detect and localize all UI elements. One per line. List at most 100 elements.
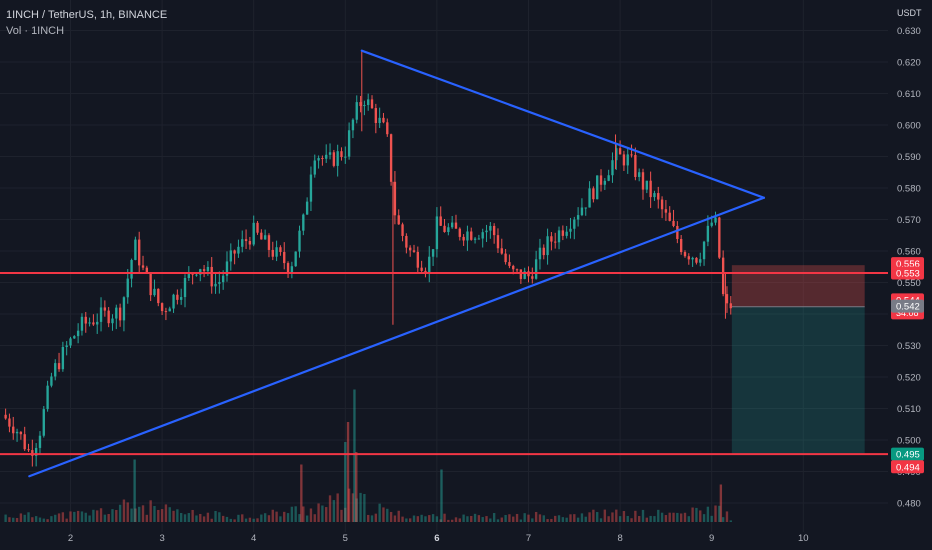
time-axis[interactable]: 2 3 4 5 6 7 8 9 10	[0, 532, 888, 550]
candle-body	[15, 431, 19, 434]
candle-body	[412, 250, 416, 252]
price-tick-label: 0.620	[897, 58, 921, 69]
volume-bar	[80, 511, 84, 522]
candle-body	[206, 266, 210, 272]
time-tick-label: 8	[617, 533, 622, 544]
candle-body	[420, 267, 423, 271]
candle-body	[84, 316, 87, 324]
volume-bar	[660, 512, 664, 522]
candle-body	[676, 225, 679, 239]
candle-body	[397, 215, 400, 225]
candle-body	[660, 199, 664, 210]
candle-body	[218, 282, 221, 284]
volume-bar	[145, 514, 149, 522]
volume-bar	[54, 514, 57, 522]
candle-body	[283, 251, 286, 264]
price-tick-label: 0.580	[897, 184, 921, 195]
candle-body	[145, 267, 149, 274]
candle-body	[378, 117, 381, 124]
candle-body	[668, 212, 671, 221]
candle-body	[298, 230, 301, 252]
volume-bar	[687, 516, 690, 522]
volume-bar	[355, 452, 358, 522]
price-badge	[891, 266, 924, 280]
volume-bar	[164, 504, 168, 522]
candle-body	[473, 238, 477, 240]
triangle-upper-line	[360, 49, 766, 199]
volume-bar	[561, 517, 565, 522]
volume-bar	[279, 516, 282, 522]
volume-bar	[363, 493, 366, 522]
candle-body	[435, 216, 439, 250]
triangle-lower-line	[28, 196, 766, 478]
horizontal-levels[interactable]	[0, 272, 888, 456]
time-tick-label: 9	[709, 533, 714, 544]
candle-body	[183, 277, 187, 298]
candle-body	[279, 247, 282, 252]
candle-body	[699, 259, 702, 263]
candle-body	[332, 152, 336, 166]
candle-body	[54, 363, 57, 377]
volume-bar	[420, 514, 423, 522]
volume-bar	[454, 517, 458, 522]
candle-body	[99, 307, 103, 322]
triangle-trendlines[interactable]	[28, 49, 766, 478]
volume-bar	[580, 513, 584, 522]
candle-body	[653, 193, 656, 198]
candle-body	[721, 257, 725, 295]
volume-bar	[592, 509, 595, 522]
volume-bar	[676, 512, 679, 522]
volume-bar	[653, 516, 656, 522]
price-badge	[891, 299, 924, 313]
candle-body	[538, 247, 542, 260]
candle-body	[462, 236, 465, 241]
volume-bar	[622, 511, 626, 522]
volume-bar	[199, 513, 202, 522]
candle-body	[50, 376, 53, 386]
candle-body	[130, 259, 133, 279]
candle-body	[73, 336, 76, 339]
price-badge-label: 0.553	[896, 269, 920, 280]
volume-bar	[397, 510, 400, 522]
candle-body	[466, 231, 469, 241]
candle-body	[96, 321, 99, 325]
short-position-tool[interactable]	[731, 265, 865, 455]
candle-body	[31, 450, 34, 456]
volume-bar	[122, 499, 126, 522]
candle-body	[325, 154, 328, 159]
candle-body	[336, 151, 339, 166]
candle-body	[450, 222, 454, 228]
volume-bar	[260, 514, 263, 522]
volume-bar	[4, 514, 7, 522]
price-tick-label: 0.480	[897, 499, 921, 510]
candle-body	[195, 274, 198, 276]
candle-body	[225, 261, 229, 276]
candle-body	[611, 160, 614, 176]
volume-bar	[8, 517, 11, 522]
volume-bar	[550, 518, 553, 522]
candle-body	[153, 288, 156, 296]
volume-bar	[679, 513, 683, 522]
volume-bar	[367, 514, 370, 522]
candle-body	[626, 154, 629, 166]
volume-bar	[519, 519, 523, 522]
candle-body	[363, 104, 366, 107]
candle-body	[80, 316, 84, 331]
volume-bar	[702, 514, 706, 522]
candle-body	[344, 156, 347, 158]
volume-bar	[523, 513, 526, 522]
candle-body	[542, 247, 545, 256]
volume-bar	[382, 507, 385, 522]
price-badge-label: 0.542	[896, 302, 920, 313]
price-axis-currency: USDT	[897, 8, 922, 18]
candle-body	[65, 345, 68, 347]
volume-bar	[485, 516, 488, 522]
volume-bar	[15, 518, 19, 522]
volume-bar	[657, 509, 660, 522]
volume-bar	[424, 516, 427, 522]
volume-bar	[160, 509, 164, 522]
volume-bar	[309, 508, 313, 522]
volume-bar	[340, 509, 343, 522]
volume-bar	[470, 515, 473, 522]
